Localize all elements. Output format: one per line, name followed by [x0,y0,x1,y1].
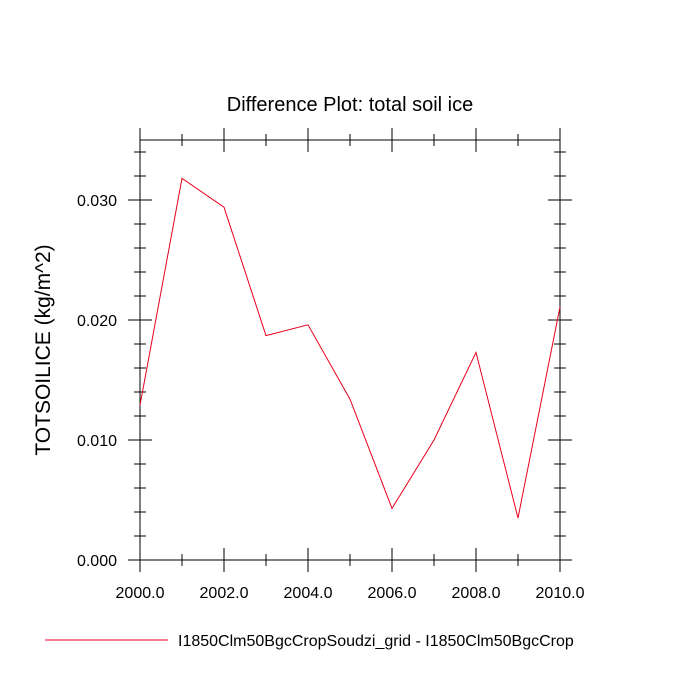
y-tick-label: 0.020 [77,313,117,330]
y-tick-label: 0.010 [77,433,117,450]
chart-title: Difference Plot: total soil ice [227,94,473,116]
x-tick-label: 2004.0 [284,585,333,602]
y-tick-label: 0.030 [77,193,117,210]
x-tick-label: 2002.0 [200,585,249,602]
y-axis-title: TOTSOILICE (kg/m^2) [32,244,55,455]
tick-labels: 2000.0 2002.0 2004.0 2006.0 2008.0 2010.0 0.00… [77,193,585,602]
plot-frame [139,139,561,561]
y-tick-label: 0.000 [77,553,117,570]
series-layer [139,177,561,519]
x-tick-label: 2006.0 [368,585,417,602]
x-tick-label: 2008.0 [452,585,501,602]
legend-label: I1850Clm50BgcCropSoudzi_grid - I1850Clm5… [178,633,574,650]
x-tick-label: 2010.0 [536,585,585,602]
x-tick-label: 2000.0 [116,585,165,602]
axis-ticks [128,128,572,572]
series-line [139,177,561,519]
